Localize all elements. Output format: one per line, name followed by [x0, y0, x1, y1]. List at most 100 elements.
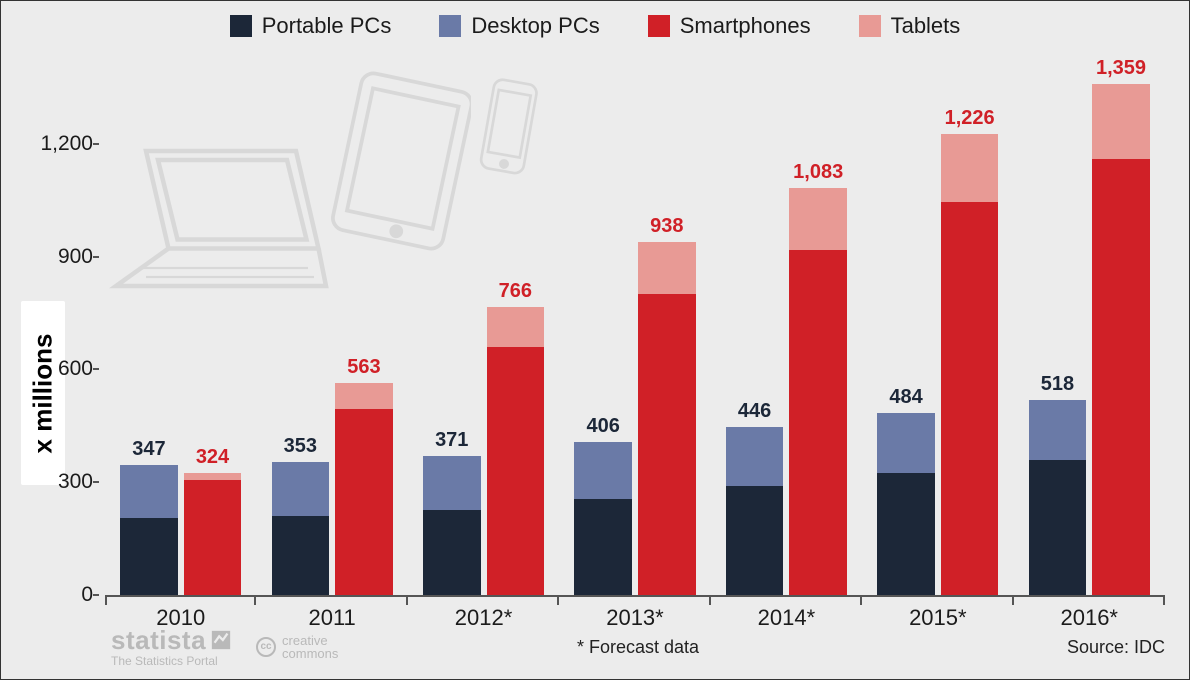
y-tick-mark — [93, 594, 99, 596]
year-group: 2013*406938 — [559, 65, 710, 595]
y-tick-label: 300 — [35, 470, 93, 494]
legend-item-smartphones: Smartphones — [648, 13, 811, 39]
bar-segment — [941, 202, 999, 595]
bar-total-label: 1,226 — [931, 107, 1009, 134]
x-axis-label: 2016* — [1014, 595, 1165, 631]
bar-stack: 1,083 — [789, 188, 847, 595]
bar-stack: 484 — [877, 413, 935, 595]
bar-total-label: 446 — [716, 400, 794, 427]
bar-segment — [423, 510, 481, 595]
bar-segment — [789, 250, 847, 595]
legend-label: Desktop PCs — [471, 13, 599, 39]
bar-total-label: 1,083 — [779, 161, 857, 188]
bar-segment — [184, 480, 242, 595]
bar-segment — [1092, 84, 1150, 159]
statista-mark-icon — [210, 629, 232, 651]
bar-stack: 563 — [335, 383, 393, 595]
year-group: 2015*4841,226 — [862, 65, 1013, 595]
forecast-note: * Forecast data — [577, 637, 699, 658]
year-group: 2012*371766 — [408, 65, 559, 595]
bar-total-label: 406 — [564, 415, 642, 442]
y-tick-label: 1,200 — [35, 132, 93, 156]
bar-total-label: 766 — [477, 280, 555, 307]
bar-groups: 201034732420113535632012*3717662013*4069… — [105, 65, 1165, 595]
bar-stack: 518 — [1029, 400, 1087, 595]
y-tick-mark — [93, 143, 99, 145]
legend-swatch — [859, 15, 881, 37]
legend-item-tablets: Tablets — [859, 13, 961, 39]
bar-segment — [638, 294, 696, 595]
bar-segment — [726, 486, 784, 595]
bar-total-label: 484 — [867, 386, 945, 413]
bar-total-label: 1,359 — [1082, 57, 1160, 84]
bar-segment — [1092, 159, 1150, 595]
bar-stack: 1,226 — [941, 134, 999, 595]
bar-segment — [789, 188, 847, 250]
year-group: 2011353563 — [256, 65, 407, 595]
chart-area: 201034732420113535632012*3717662013*4069… — [105, 65, 1165, 597]
bar-stack: 1,359 — [1092, 84, 1150, 595]
bar-stack: 324 — [184, 473, 242, 595]
legend: Portable PCs Desktop PCs Smartphones Tab… — [1, 13, 1189, 39]
legend-label: Smartphones — [680, 13, 811, 39]
statista-brand-text: statista — [111, 627, 206, 653]
bar-stack: 406 — [574, 442, 632, 595]
legend-item-portable-pcs: Portable PCs — [230, 13, 392, 39]
bar-stack: 371 — [423, 456, 481, 596]
chart-frame: Portable PCs Desktop PCs Smartphones Tab… — [0, 0, 1190, 680]
y-tick-label: 0 — [35, 583, 93, 607]
cc-ring-icon: cc — [256, 637, 276, 657]
year-group: 2016*5181,359 — [1014, 65, 1165, 595]
x-axis-label: 2011 — [256, 595, 407, 631]
bar-segment — [877, 473, 935, 595]
bar-total-label: 938 — [628, 215, 706, 242]
bar-segment — [272, 462, 330, 516]
bar-segment — [1029, 400, 1087, 459]
statista-tagline: The Statistics Portal — [111, 655, 232, 667]
y-tick-label: 900 — [35, 245, 93, 269]
bar-total-label: 371 — [413, 429, 491, 456]
bar-segment — [726, 427, 784, 486]
legend-label: Tablets — [891, 13, 961, 39]
bar-segment — [638, 242, 696, 294]
bar-segment — [335, 409, 393, 595]
x-axis-label: 2015* — [862, 595, 1013, 631]
bar-segment — [120, 465, 178, 518]
cc-text-bottom: commons — [282, 647, 338, 660]
bar-segment — [941, 134, 999, 202]
statista-logo: statista The Statistics Portal — [111, 627, 232, 667]
bar-total-label: 324 — [174, 446, 252, 473]
y-axis-label: x millions — [28, 333, 59, 453]
x-axis-label: 2012* — [408, 595, 559, 631]
bar-segment — [423, 456, 481, 511]
y-tick-mark — [93, 481, 99, 483]
bar-segment — [1029, 460, 1087, 595]
bar-stack: 347 — [120, 465, 178, 595]
bar-segment — [574, 499, 632, 595]
x-axis-label: 2014* — [711, 595, 862, 631]
legend-swatch — [648, 15, 670, 37]
footer: statista The Statistics Portal cc creati… — [111, 627, 1165, 667]
year-group: 2014*4461,083 — [711, 65, 862, 595]
bar-segment — [574, 442, 632, 499]
legend-swatch — [230, 15, 252, 37]
bar-segment — [877, 413, 935, 473]
legend-item-desktop-pcs: Desktop PCs — [439, 13, 599, 39]
bar-total-label: 563 — [325, 356, 403, 383]
legend-swatch — [439, 15, 461, 37]
legend-label: Portable PCs — [262, 13, 392, 39]
y-axis-label-box: x millions — [21, 301, 65, 485]
bar-segment — [120, 518, 178, 595]
bar-stack: 353 — [272, 462, 330, 595]
bar-total-label: 353 — [262, 435, 340, 462]
x-axis-label: 2013* — [559, 595, 710, 631]
year-group: 2010347324 — [105, 65, 256, 595]
bar-segment — [487, 307, 545, 347]
bar-stack: 766 — [487, 307, 545, 595]
y-tick-label: 600 — [35, 357, 93, 381]
bar-segment — [335, 383, 393, 409]
creative-commons-badge: cc creative commons — [256, 634, 338, 660]
bar-segment — [184, 473, 242, 480]
y-tick-mark — [93, 256, 99, 258]
bar-total-label: 518 — [1019, 373, 1097, 400]
